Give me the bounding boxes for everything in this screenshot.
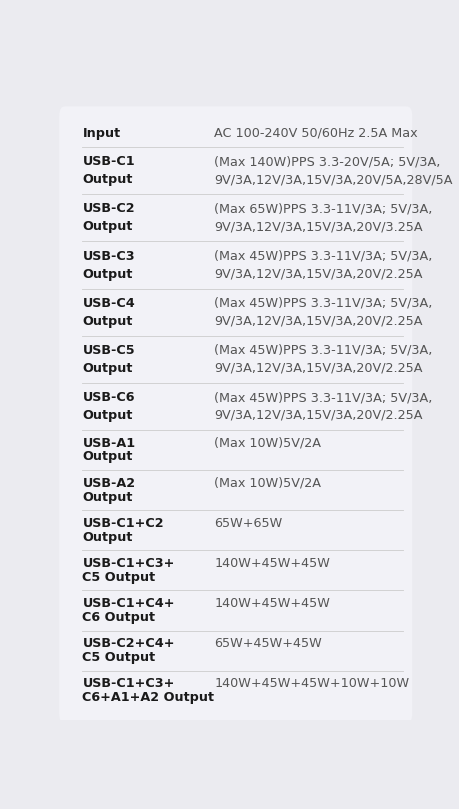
Text: Output: Output bbox=[82, 220, 133, 233]
Text: Output: Output bbox=[82, 315, 133, 328]
Text: (Max 45W)PPS 3.3-11V/3A; 5V/3A,: (Max 45W)PPS 3.3-11V/3A; 5V/3A, bbox=[214, 391, 432, 404]
Text: 9V/3A,12V/3A,15V/3A,20V/2.25A: 9V/3A,12V/3A,15V/3A,20V/2.25A bbox=[214, 362, 422, 375]
Text: 140W+45W+45W: 140W+45W+45W bbox=[214, 557, 330, 570]
Text: USB-C2: USB-C2 bbox=[82, 202, 135, 215]
Text: USB-A1: USB-A1 bbox=[82, 437, 135, 450]
Text: Output: Output bbox=[82, 531, 133, 544]
Text: 9V/3A,12V/3A,15V/3A,20V/3.25A: 9V/3A,12V/3A,15V/3A,20V/3.25A bbox=[214, 220, 422, 233]
Text: C5 Output: C5 Output bbox=[82, 570, 155, 584]
Text: USB-C5: USB-C5 bbox=[82, 344, 135, 357]
Text: 65W+65W: 65W+65W bbox=[214, 517, 282, 530]
Text: 9V/3A,12V/3A,15V/3A,20V/2.25A: 9V/3A,12V/3A,15V/3A,20V/2.25A bbox=[214, 268, 422, 281]
Text: (Max 10W)5V/2A: (Max 10W)5V/2A bbox=[214, 477, 321, 490]
Text: AC 100-240V 50/60Hz 2.5A Max: AC 100-240V 50/60Hz 2.5A Max bbox=[214, 126, 417, 139]
Text: USB-A2: USB-A2 bbox=[82, 477, 135, 490]
Text: USB-C6: USB-C6 bbox=[82, 391, 134, 404]
Text: USB-C1: USB-C1 bbox=[82, 155, 135, 168]
Text: USB-C1+C3+: USB-C1+C3+ bbox=[82, 557, 174, 570]
Text: USB-C1+C3+: USB-C1+C3+ bbox=[82, 677, 174, 690]
Text: USB-C2+C4+: USB-C2+C4+ bbox=[82, 637, 174, 650]
Text: Output: Output bbox=[82, 268, 133, 281]
Text: Output: Output bbox=[82, 451, 133, 464]
Text: C6+A1+A2 Output: C6+A1+A2 Output bbox=[82, 691, 214, 704]
Text: 9V/3A,12V/3A,15V/3A,20V/2.25A: 9V/3A,12V/3A,15V/3A,20V/2.25A bbox=[214, 315, 422, 328]
FancyBboxPatch shape bbox=[59, 107, 411, 723]
Text: C6 Output: C6 Output bbox=[82, 611, 155, 624]
Text: Output: Output bbox=[82, 173, 133, 186]
Text: (Max 45W)PPS 3.3-11V/3A; 5V/3A,: (Max 45W)PPS 3.3-11V/3A; 5V/3A, bbox=[214, 297, 432, 310]
Text: Input: Input bbox=[82, 126, 120, 139]
Text: Output: Output bbox=[82, 362, 133, 375]
Text: USB-C1+C2: USB-C1+C2 bbox=[82, 517, 164, 530]
Text: 9V/3A,12V/3A,15V/3A,20V/2.25A: 9V/3A,12V/3A,15V/3A,20V/2.25A bbox=[214, 409, 422, 422]
Text: 65W+45W+45W: 65W+45W+45W bbox=[214, 637, 321, 650]
Text: C5 Output: C5 Output bbox=[82, 651, 155, 664]
Text: USB-C3: USB-C3 bbox=[82, 250, 135, 263]
Text: (Max 140W)PPS 3.3-20V/5A; 5V/3A,: (Max 140W)PPS 3.3-20V/5A; 5V/3A, bbox=[214, 155, 440, 168]
Text: 140W+45W+45W: 140W+45W+45W bbox=[214, 597, 330, 610]
Text: 140W+45W+45W+10W+10W: 140W+45W+45W+10W+10W bbox=[214, 677, 409, 690]
Text: Output: Output bbox=[82, 490, 133, 503]
Text: USB-C1+C4+: USB-C1+C4+ bbox=[82, 597, 174, 610]
Text: (Max 10W)5V/2A: (Max 10W)5V/2A bbox=[214, 437, 321, 450]
Text: (Max 45W)PPS 3.3-11V/3A; 5V/3A,: (Max 45W)PPS 3.3-11V/3A; 5V/3A, bbox=[214, 344, 432, 357]
Text: (Max 45W)PPS 3.3-11V/3A; 5V/3A,: (Max 45W)PPS 3.3-11V/3A; 5V/3A, bbox=[214, 250, 432, 263]
Text: Output: Output bbox=[82, 409, 133, 422]
Text: (Max 65W)PPS 3.3-11V/3A; 5V/3A,: (Max 65W)PPS 3.3-11V/3A; 5V/3A, bbox=[214, 202, 432, 215]
Text: 9V/3A,12V/3A,15V/3A,20V/5A,28V/5A: 9V/3A,12V/3A,15V/3A,20V/5A,28V/5A bbox=[214, 173, 452, 186]
Text: USB-C4: USB-C4 bbox=[82, 297, 135, 310]
